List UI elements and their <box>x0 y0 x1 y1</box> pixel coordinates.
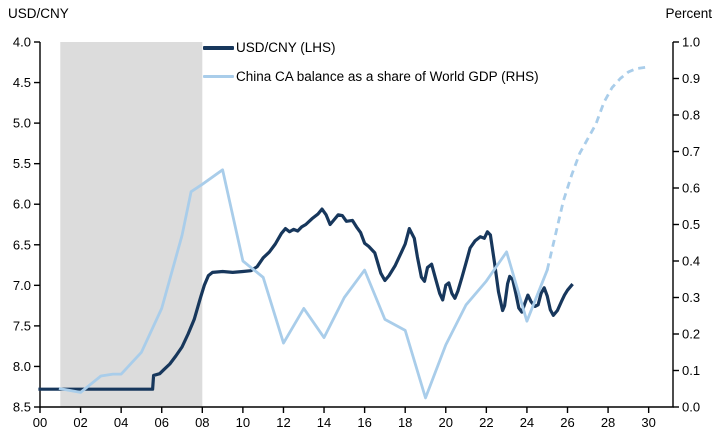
ca-balance-line-swatch <box>203 75 234 78</box>
right-axis-tick-label: 0.6 <box>682 181 700 196</box>
usdcny-legend-label: USD/CNY (LHS) <box>236 40 336 55</box>
x-axis-tick-label: 10 <box>236 415 250 430</box>
x-axis-tick-label: 22 <box>479 415 493 430</box>
x-axis-tick-label: 00 <box>33 415 47 430</box>
chart-legend: USD/CNY (LHS) China CA balance as a shar… <box>203 33 539 91</box>
x-axis-tick-label: 26 <box>560 415 574 430</box>
x-axis-tick-label: 28 <box>601 415 615 430</box>
x-axis-tick-label: 16 <box>357 415 371 430</box>
series-line-0 <box>38 207 574 391</box>
left-axis-tick-label: 7.5 <box>13 318 31 333</box>
right-axis-tick-label: 0.7 <box>682 144 700 159</box>
right-axis-title: Percent <box>665 6 712 21</box>
x-axis-tick-label: 02 <box>73 415 87 430</box>
left-axis-tick-label: 6.5 <box>13 237 31 252</box>
x-axis-tick-label: 06 <box>154 415 168 430</box>
right-axis-tick-label: 0.4 <box>682 254 700 269</box>
left-axis-tick-label: 4.0 <box>13 35 31 50</box>
shaded-band-2001-2008 <box>60 42 203 407</box>
x-axis-tick-label: 20 <box>439 415 453 430</box>
left-axis-tick-label: 5.5 <box>13 156 31 171</box>
left-axis-tick-label: 8.5 <box>13 400 31 415</box>
right-axis-tick-label: 0.0 <box>682 400 700 415</box>
series-line-1 <box>58 168 550 400</box>
left-axis-title: USD/CNY <box>8 6 69 21</box>
right-axis-tick-label: 0.5 <box>682 217 700 232</box>
right-axis-tick-label: 0.9 <box>682 71 700 86</box>
left-axis-tick-label: 6.0 <box>13 197 31 212</box>
left-axis-tick-label: 5.0 <box>13 116 31 131</box>
right-axis-tick-label: 0.8 <box>682 108 700 123</box>
right-axis-tick-label: 0.2 <box>682 327 700 342</box>
x-axis-tick-label: 04 <box>114 415 128 430</box>
legend-item-ca-balance: China CA balance as a share of World GDP… <box>203 62 539 91</box>
usdcny-line-swatch <box>203 45 234 50</box>
series-line-2 <box>545 65 649 271</box>
right-axis-tick-label: 1.0 <box>682 35 700 50</box>
legend-item-usdcny: USD/CNY (LHS) <box>203 33 539 62</box>
x-axis-tick-label: 12 <box>276 415 290 430</box>
right-axis-tick-label: 0.3 <box>682 290 700 305</box>
left-axis-tick-label: 7.0 <box>13 278 31 293</box>
x-axis-tick-label: 30 <box>641 415 655 430</box>
right-axis-tick-label: 0.1 <box>682 363 700 378</box>
x-axis-tick-label: 18 <box>398 415 412 430</box>
left-axis-tick-label: 8.0 <box>13 359 31 374</box>
x-axis-tick-label: 08 <box>195 415 209 430</box>
left-axis-tick-label: 4.5 <box>13 75 31 90</box>
x-axis-tick-label: 14 <box>317 415 331 430</box>
ca-balance-legend-label: China CA balance as a share of World GDP… <box>236 69 539 84</box>
x-axis-tick-label: 24 <box>520 415 534 430</box>
